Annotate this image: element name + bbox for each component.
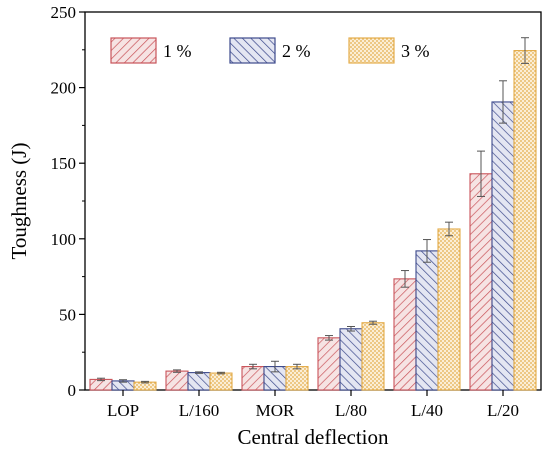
x-axis-title: Central deflection [237,425,389,449]
legend-swatch-3 [348,37,395,64]
error-bar [423,239,431,263]
error-bar [119,379,127,383]
bar [209,372,233,391]
x-tick-label: L/160 [179,401,220,420]
bar [469,173,493,391]
y-tick-label: 0 [68,381,77,400]
y-tick-label: 200 [51,79,77,98]
legend-item-3: 3 % [348,37,430,64]
error-bar [347,325,355,332]
error-bar [195,371,203,374]
error-bar [369,320,377,325]
bar [317,337,341,391]
bar [165,370,189,391]
bar [393,278,417,391]
y-axis: 0 50 100 150 200 250 [51,3,85,400]
error-bar [293,363,301,370]
x-tick-label: MOR [256,401,295,420]
error-bar [217,371,225,375]
x-tick-label: L/80 [335,401,367,420]
error-bar [401,270,409,288]
error-bar [445,221,453,237]
x-axis: LOP L/160 MOR L/80 L/40 L/20 [107,390,519,420]
bar [437,228,461,391]
bar [491,101,515,391]
legend-item-2: 2 % [229,37,311,64]
error-bar [249,363,257,370]
error-bar [325,335,333,341]
legend-label-1: 1 % [163,41,192,61]
y-tick-label: 150 [51,154,77,173]
x-tick-label: L/20 [487,401,519,420]
y-axis-title: Toughness (J) [7,143,31,260]
x-tick-label: L/40 [411,401,443,420]
bar [361,322,385,391]
error-bar [477,150,485,197]
bar [187,372,211,391]
legend-swatch-2 [229,37,276,64]
error-bar [173,369,181,373]
legend-swatch-1 [110,37,157,64]
error-bar [521,37,529,64]
bar [285,366,309,391]
error-bar [141,380,149,384]
y-tick-label: 250 [51,3,77,22]
bar [513,50,537,391]
bar [241,366,265,391]
legend: 1 % 2 % 3 % [110,37,430,64]
bar [339,328,363,391]
bars-layer [89,50,537,391]
legend-label-3: 3 % [401,41,430,61]
x-tick-label: LOP [107,401,139,420]
error-bar [499,80,507,124]
bar [415,250,439,391]
y-tick-label: 50 [59,305,76,324]
legend-item-1: 1 % [110,37,192,64]
y-tick-label: 100 [51,230,77,249]
error-bars-layer [97,37,529,384]
legend-label-2: 2 % [282,41,311,61]
error-bar [97,377,105,382]
error-bar [271,360,279,373]
